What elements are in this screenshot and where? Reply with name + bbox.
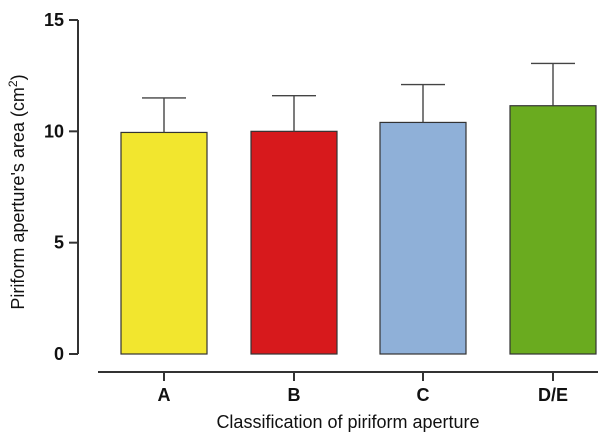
y-axis: 0 5 10 15 bbox=[44, 10, 79, 364]
bar-c bbox=[379, 121, 467, 355]
error-bars bbox=[142, 62, 575, 133]
y-tick-label: 0 bbox=[54, 344, 64, 364]
y-tick-label: 15 bbox=[44, 10, 64, 30]
bar-d-e bbox=[509, 105, 597, 355]
x-tick-label: B bbox=[288, 385, 301, 405]
y-axis-title: Piriform aperture's area (cm2) bbox=[6, 74, 28, 309]
x-tick-label: A bbox=[158, 385, 171, 405]
x-axis bbox=[98, 371, 598, 381]
bar-a bbox=[120, 131, 208, 355]
y-axis-title-superscript: 2 bbox=[6, 80, 20, 87]
y-axis-title-main: Piriform aperture's area (cm bbox=[8, 87, 28, 310]
x-axis-title: Classification of piriform aperture bbox=[216, 412, 479, 432]
bars bbox=[120, 105, 597, 355]
y-tick-label: 5 bbox=[54, 233, 64, 253]
y-axis-title-close: ) bbox=[8, 74, 28, 80]
bar-b bbox=[250, 130, 338, 355]
x-tick-label: C bbox=[417, 385, 430, 405]
category-labels: A B C D/E bbox=[158, 385, 569, 405]
x-tick-label: D/E bbox=[538, 385, 568, 405]
y-tick-label: 10 bbox=[44, 121, 64, 141]
